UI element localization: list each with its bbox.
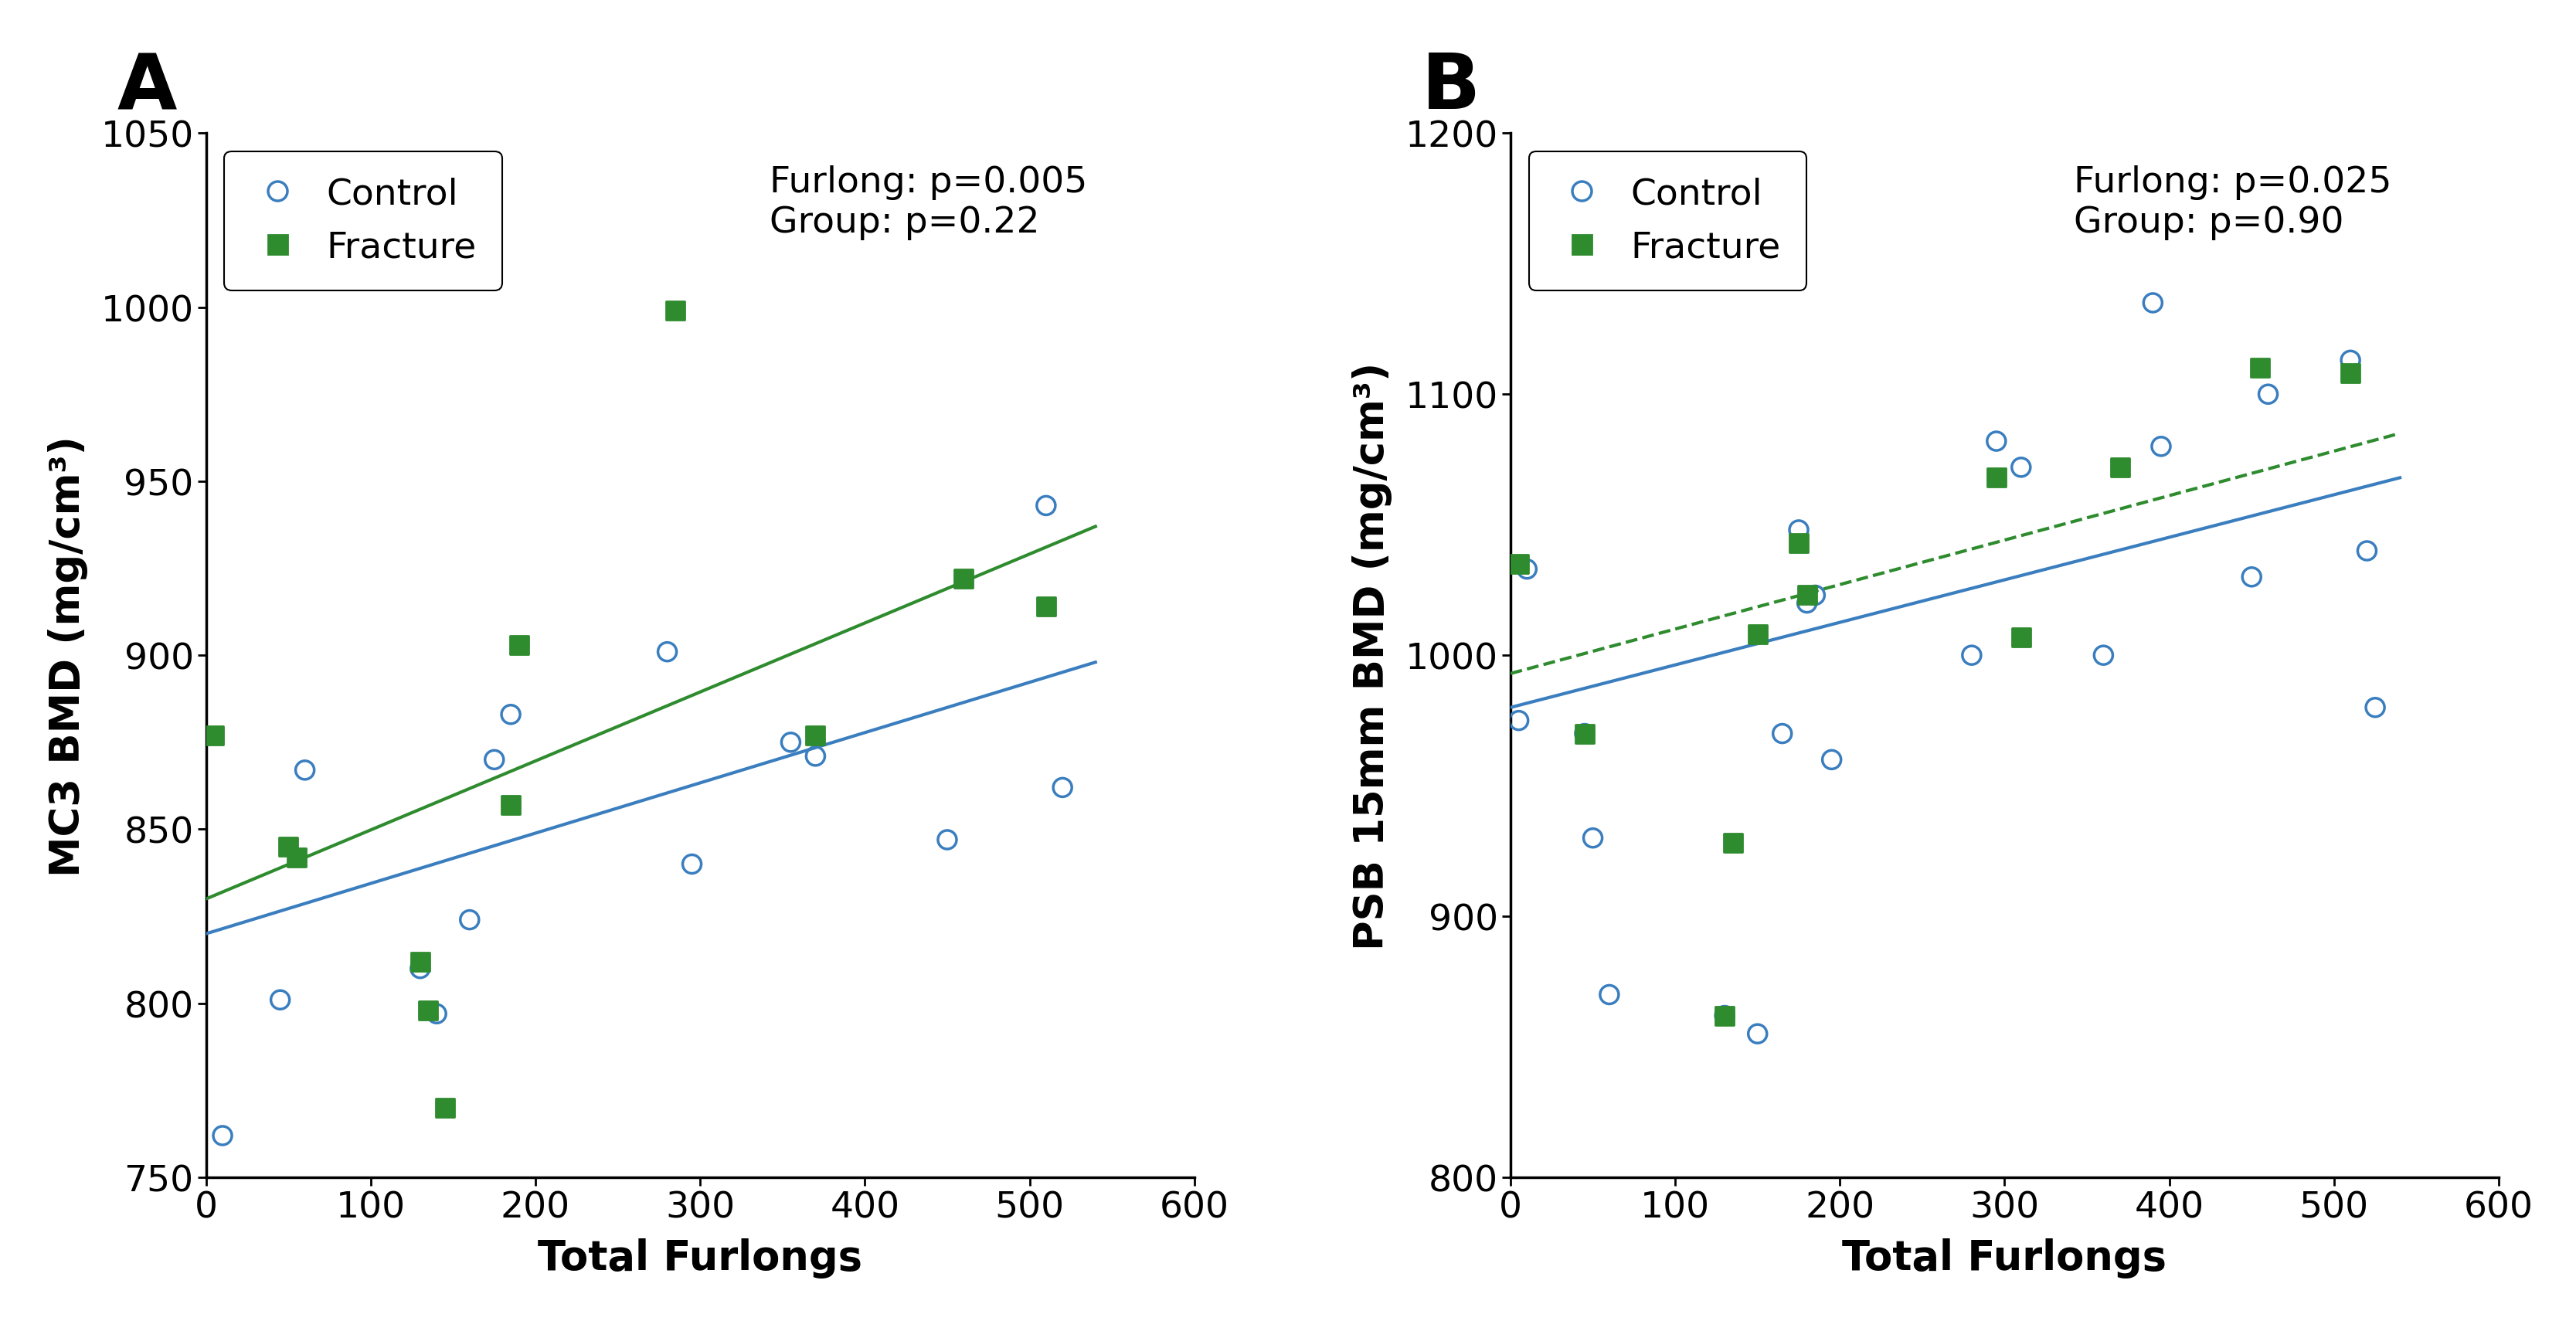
Fracture [1025, 597, 1066, 618]
Control [1736, 1024, 1777, 1045]
Control [201, 1125, 242, 1147]
Control [2246, 384, 2287, 405]
Fracture [2002, 626, 2043, 648]
Fracture [268, 836, 309, 858]
Fracture [1713, 832, 1754, 854]
Control [489, 704, 531, 725]
Fracture [407, 999, 448, 1021]
Fracture [654, 301, 696, 322]
Fracture [1736, 624, 1777, 645]
Control [672, 854, 714, 875]
Text: B: B [1422, 51, 1481, 126]
Fracture [796, 725, 837, 747]
Control [260, 989, 301, 1010]
Control [1785, 593, 1826, 614]
Control [2354, 697, 2396, 719]
Legend: Control, Fracture: Control, Fracture [1528, 153, 1806, 290]
Control [1976, 431, 2017, 452]
Control [399, 958, 440, 979]
Control [1041, 777, 1082, 799]
Control [1777, 519, 1819, 541]
Fracture [1564, 723, 1605, 744]
Control [474, 749, 515, 771]
Y-axis label: MC3 BMD (mg/cm³): MC3 BMD (mg/cm³) [49, 435, 88, 876]
Fracture [1976, 467, 2017, 488]
Control [1507, 559, 1548, 581]
Control [647, 641, 688, 662]
Control [2141, 436, 2182, 458]
Control [1950, 645, 1991, 666]
Control [1795, 585, 1837, 606]
Legend: Control, Fracture: Control, Fracture [224, 153, 502, 290]
Control [2231, 566, 2272, 587]
Fracture [1777, 533, 1819, 554]
Text: A: A [116, 51, 178, 126]
Control [1811, 749, 1852, 771]
Control [2002, 458, 2043, 479]
Control [2084, 645, 2125, 666]
Control [1564, 723, 1605, 744]
Fracture [1499, 554, 1540, 575]
Fracture [399, 951, 440, 973]
Fracture [276, 847, 317, 868]
Control [2347, 541, 2388, 562]
Control [1571, 827, 1613, 848]
Control [417, 1004, 459, 1025]
Control [1703, 1005, 1744, 1026]
Control [1589, 983, 1631, 1005]
Fracture [497, 634, 538, 656]
Control [1025, 495, 1066, 516]
Control [448, 910, 489, 931]
X-axis label: Total Furlongs: Total Furlongs [1842, 1238, 2166, 1278]
X-axis label: Total Furlongs: Total Furlongs [538, 1238, 863, 1278]
Control [1499, 710, 1540, 732]
Fracture [943, 569, 984, 590]
Fracture [2099, 458, 2141, 479]
Control [1762, 723, 1803, 744]
Control [283, 760, 325, 781]
Control [796, 745, 837, 767]
Control [770, 732, 811, 753]
Text: Furlong: p=0.005
Group: p=0.22: Furlong: p=0.005 Group: p=0.22 [770, 165, 1087, 240]
Y-axis label: PSB 15mm BMD (mg/cm³): PSB 15mm BMD (mg/cm³) [1352, 361, 1394, 950]
Fracture [425, 1097, 466, 1119]
Control [927, 830, 969, 851]
Fracture [1703, 1005, 1744, 1026]
Fracture [2239, 357, 2280, 379]
Fracture [489, 795, 531, 816]
Fracture [193, 725, 234, 747]
Control [2133, 293, 2174, 314]
Text: Furlong: p=0.025
Group: p=0.90: Furlong: p=0.025 Group: p=0.90 [2074, 165, 2391, 240]
Fracture [2329, 363, 2370, 384]
Fracture [1785, 585, 1826, 606]
Control [2329, 351, 2370, 372]
